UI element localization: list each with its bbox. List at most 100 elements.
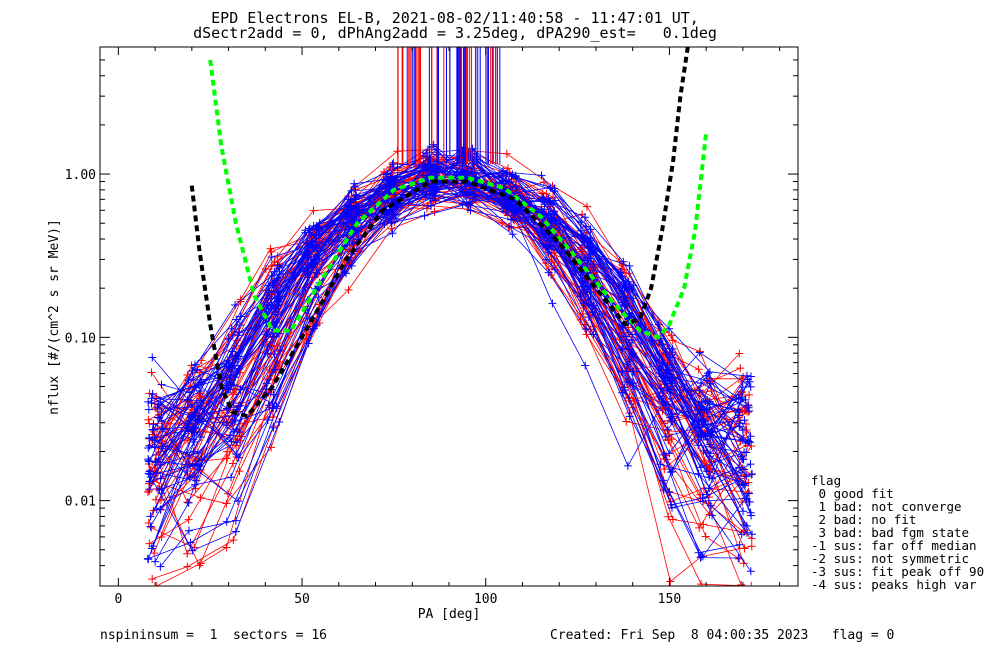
blue_series-data-point xyxy=(539,241,548,250)
blue_series-data-point xyxy=(740,416,749,425)
blue_series-series-line xyxy=(159,163,748,533)
blue_series-data-point xyxy=(503,201,512,210)
blue_series-data-point xyxy=(694,441,703,450)
blue_series-data-point xyxy=(748,469,757,478)
blue_series-series-line xyxy=(154,186,751,489)
blue_series-data-point xyxy=(263,415,272,424)
blue_series-data-point xyxy=(589,260,598,269)
blue_series-data-point xyxy=(343,206,352,215)
blue_series-data-point xyxy=(425,190,434,199)
blue_series-data-point xyxy=(742,472,751,481)
blue_series-data-point xyxy=(265,288,274,297)
red_series-data-point xyxy=(222,499,231,508)
blue_series-data-point xyxy=(147,399,156,408)
red_series-data-point xyxy=(700,456,709,465)
blue_series-data-point xyxy=(222,517,231,526)
blue_series-data-point xyxy=(706,379,715,388)
blue_series-series-line xyxy=(161,176,751,437)
red_series-data-point xyxy=(145,419,154,428)
blue_series-data-point xyxy=(314,225,323,234)
blue_series-data-point xyxy=(746,432,755,441)
blue_series-data-point xyxy=(695,348,704,357)
red_series-data-point xyxy=(229,536,238,545)
blue_series-data-point xyxy=(621,283,630,292)
blue_series-data-point xyxy=(627,284,636,293)
blue_series-data-point xyxy=(301,283,310,292)
blue_series-data-point xyxy=(628,330,637,339)
blue_series-data-point xyxy=(144,397,153,406)
green-fit-curve xyxy=(208,59,709,340)
blue_series-data-point xyxy=(699,446,708,455)
legend-item: 3 bad: bad fgm state xyxy=(811,525,970,540)
red_series-series-line xyxy=(153,201,740,516)
red_series-data-point xyxy=(183,562,192,571)
blue_series-data-point xyxy=(623,377,632,386)
blue_series-data-point xyxy=(222,360,231,369)
flag-legend: flag 0 good fit 1 bad: not converge 2 ba… xyxy=(811,474,996,594)
red_series-data-point xyxy=(236,295,245,304)
blue_series-data-point xyxy=(154,400,163,409)
blue_series-data-point xyxy=(144,405,153,414)
blue_series-data-point xyxy=(742,448,751,457)
blue_series-data-point xyxy=(458,200,467,209)
blue_series-data-point xyxy=(388,160,397,169)
red_series-data-point xyxy=(223,447,232,456)
blue_series-data-point xyxy=(146,512,155,521)
red_series-data-point xyxy=(152,582,161,586)
blue_series-data-point xyxy=(501,177,510,186)
blue_series-data-point xyxy=(144,444,153,453)
blue_series-data-point xyxy=(231,300,240,309)
plot-data-layer xyxy=(143,47,757,586)
red_series-series-line xyxy=(160,187,740,560)
blue_series-data-point xyxy=(708,511,717,520)
blue_series-data-point xyxy=(746,567,755,576)
blue_series-data-point xyxy=(538,228,547,237)
blue_series-data-point xyxy=(744,437,753,446)
legend-item: -3 sus: fit peak off 90 xyxy=(811,564,985,579)
blue_series-data-point xyxy=(741,439,750,448)
footer-left: nspininsum = 1 sectors = 16 xyxy=(100,628,327,643)
blue_series-data-point xyxy=(184,498,193,507)
blue_series-data-point xyxy=(627,349,636,358)
blue_series-data-point xyxy=(508,230,517,239)
blue_series-series-line xyxy=(149,174,743,490)
blue_series-data-point xyxy=(618,344,627,353)
blue_series-data-point xyxy=(184,419,193,428)
blue_series-data-point xyxy=(236,312,245,321)
blue_series-data-point xyxy=(746,508,755,517)
red_series-data-point xyxy=(745,390,754,399)
red_series-data-point xyxy=(150,549,159,558)
red_series-data-point xyxy=(736,364,745,373)
blue_series-data-point xyxy=(576,292,585,301)
red_series-data-point xyxy=(660,465,669,474)
chart-subtitle: dSectr2add = 0, dPhAng2add = 3.25deg, dP… xyxy=(193,24,717,42)
blue_series-data-point xyxy=(382,170,391,179)
blue_series-data-point xyxy=(275,263,284,272)
blue_series-data-point xyxy=(342,219,351,228)
blue_series-data-point xyxy=(745,438,754,447)
blue_series-data-point xyxy=(393,173,402,182)
blue_series-data-point xyxy=(192,398,201,407)
blue_series-data-point xyxy=(144,469,153,478)
blue_series-data-point xyxy=(227,473,236,482)
red_series-data-point xyxy=(742,427,751,436)
blue_series-data-point xyxy=(231,516,240,525)
x-tick-label: 50 xyxy=(294,592,310,607)
red_series-data-point xyxy=(747,542,756,551)
blue_series-data-point xyxy=(706,501,715,510)
red_series-data-point xyxy=(747,441,756,450)
blue_series-data-point xyxy=(144,455,153,464)
blue_series-data-point xyxy=(705,403,714,412)
blue_series-data-point xyxy=(272,301,281,310)
blue_series-data-point xyxy=(187,426,196,435)
blue_series-data-point xyxy=(197,433,206,442)
blue_series-series-line xyxy=(149,161,745,454)
legend-item: 0 good fit xyxy=(811,486,894,501)
red_series-data-point xyxy=(144,519,153,528)
blue_series-data-point xyxy=(183,466,192,475)
red_series-data-point xyxy=(582,202,591,211)
blue_series-data-point xyxy=(702,467,711,476)
blue_series-data-point xyxy=(511,182,520,191)
blue_series-data-point xyxy=(272,402,281,411)
